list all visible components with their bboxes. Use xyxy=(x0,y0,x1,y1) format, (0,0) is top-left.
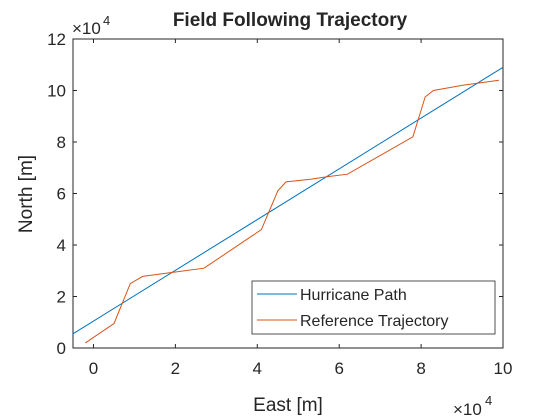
y-axis-label: North [m] xyxy=(16,155,37,233)
x-exponent-base: ×10 xyxy=(453,400,482,419)
y-exponent-label: ×10 4 xyxy=(72,13,110,38)
series-line-reference-trajectory xyxy=(85,79,499,344)
x-tick-label: 8 xyxy=(416,359,425,378)
legend-label-hurricane-path: Hurricane Path xyxy=(300,287,407,304)
x-exponent-label: ×10 4 xyxy=(453,393,492,419)
x-tick-label: 0 xyxy=(89,359,98,378)
x-tick-label: 4 xyxy=(253,359,262,378)
series-layer xyxy=(72,66,504,344)
x-tick-label: 6 xyxy=(334,359,343,378)
y-tick-label: 6 xyxy=(57,185,66,204)
series-line-hurricane-path xyxy=(72,66,504,335)
y-axis: 0 2 4 6 8 10 12 xyxy=(47,30,503,358)
y-tick-label: 12 xyxy=(47,30,66,49)
x-tick-label: 2 xyxy=(171,359,180,378)
y-tick-label: 0 xyxy=(57,339,66,358)
y-exponent-power: 4 xyxy=(103,13,110,28)
legend-label-reference-trajectory: Reference Trajectory xyxy=(300,313,449,330)
x-exponent-power: 4 xyxy=(485,393,492,408)
x-tick-label: 10 xyxy=(494,359,513,378)
chart-title: Field Following Trajectory xyxy=(173,10,408,31)
legend-box xyxy=(251,280,496,335)
y-tick-label: 10 xyxy=(47,82,66,101)
y-exponent-base: ×10 xyxy=(72,19,101,38)
y-tick-label: 8 xyxy=(57,133,66,152)
y-tick-label: 2 xyxy=(57,288,66,307)
x-axis-label: East [m] xyxy=(253,395,323,416)
y-tick-label: 4 xyxy=(57,236,66,255)
x-axis: 0 2 4 6 8 10 xyxy=(89,39,513,378)
legend: Hurricane Path Reference Trajectory xyxy=(251,280,496,335)
